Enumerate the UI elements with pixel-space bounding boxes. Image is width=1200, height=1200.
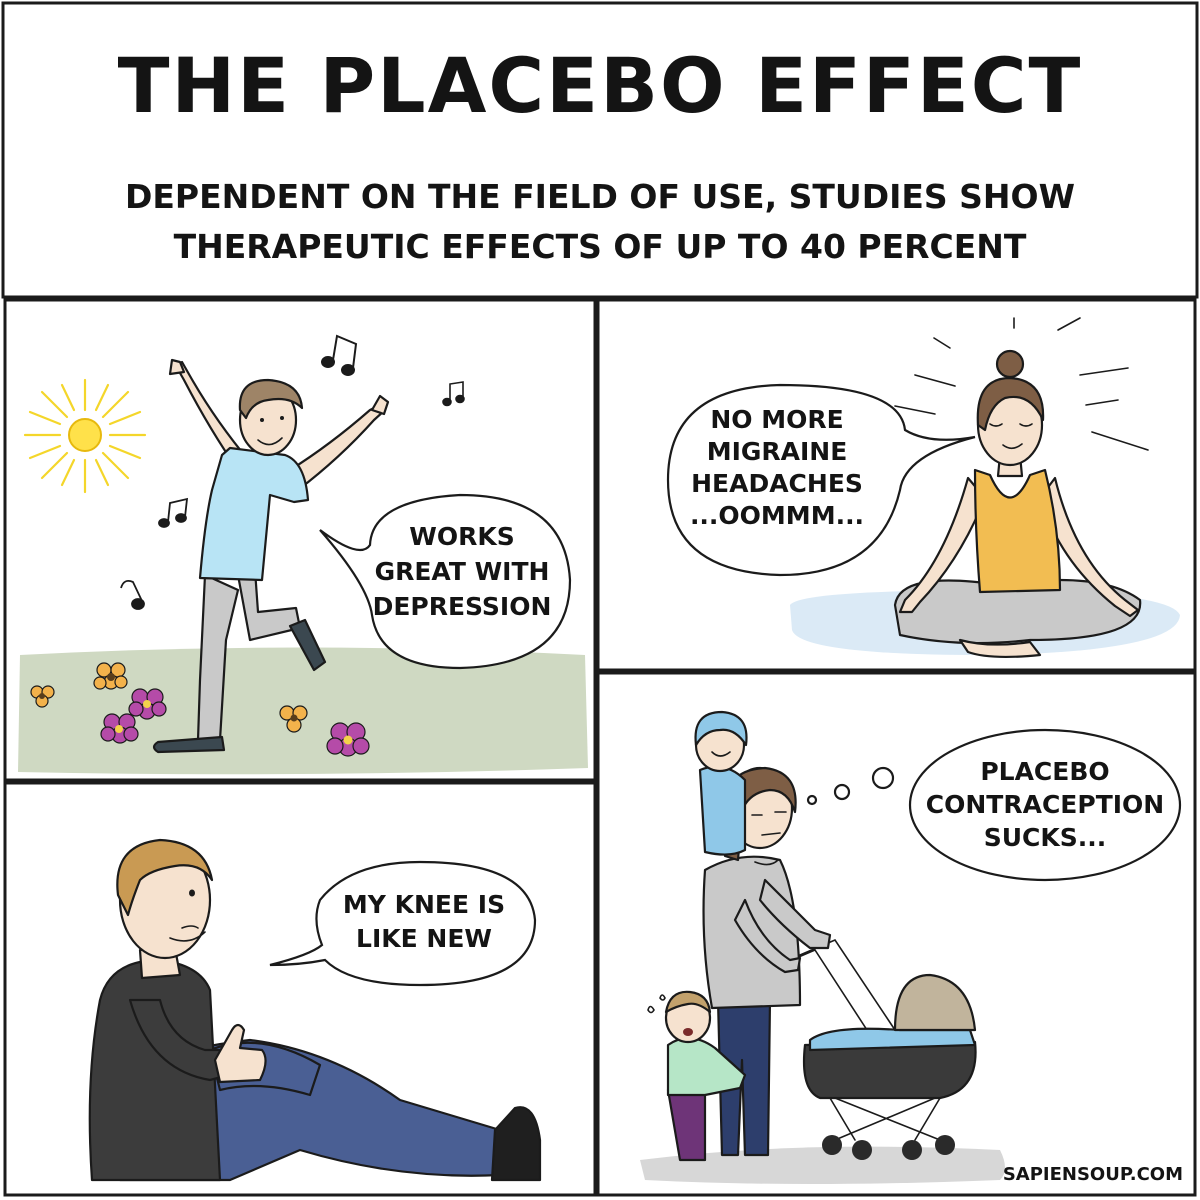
panel-sitter: MY KNEE IS LIKE NEW [3, 781, 597, 1197]
panel-dancer: WORKS GREAT WITH DEPRESSION [3, 298, 597, 782]
panel-dancer-frame [3, 298, 597, 782]
subtitle-line-2: THERAPEUTIC EFFECTS OF UP TO 40 PERCENT [174, 227, 1027, 266]
meditating-woman-figure [893, 349, 1142, 658]
panel-sitter-frame [3, 781, 597, 1197]
flower-icon [326, 722, 370, 757]
sun-icon [23, 378, 147, 494]
flower-icon [93, 662, 128, 690]
music-note-icon [321, 334, 358, 376]
dancing-man-figure [152, 358, 390, 754]
speech-bubble-dancer: WORKS GREAT WITH DEPRESSION [319, 493, 572, 670]
thought-line-3: SUCKS... [984, 823, 1107, 852]
music-note-icon [158, 497, 189, 528]
flower-icon [279, 705, 308, 733]
flower-icon [100, 713, 139, 744]
flower-icon [30, 685, 55, 708]
baby-on-shoulders-figure [694, 710, 779, 866]
thought-bubble-mother: PLACEBO CONTRACEPTION SUCKS... [806, 728, 1182, 882]
subtitle-line-1: DEPENDENT ON THE FIELD OF USE, STUDIES S… [125, 177, 1075, 216]
panel-mother-frame [596, 671, 1197, 1197]
header-background [1, 1, 1199, 299]
speech-line-2: LIKE NEW [356, 924, 492, 953]
speech-bubble-sitter: MY KNEE IS LIKE NEW [269, 860, 537, 987]
panel-meditator-frame [596, 298, 1197, 672]
panel-mother: PLACEBO CONTRACEPTION SUCKS... SAPIENSOU… [596, 671, 1197, 1197]
speech-bubble-meditator: NO MORE MIGRAINE HEADACHES ...OOMMM... [666, 383, 976, 577]
speech-line-1: WORKS [409, 522, 514, 551]
flower-icon [128, 688, 167, 720]
glow-lines [894, 317, 1149, 451]
comic-title: THE PLACEBO EFFECT [118, 41, 1083, 130]
sitting-man-figure [88, 838, 542, 1182]
speech-line-2: MIGRAINE [707, 437, 848, 466]
speech-line-3: HEADACHES [691, 469, 863, 498]
site-credit: SAPIENSOUP.COM [1003, 1164, 1183, 1185]
thought-line-2: CONTRACEPTION [926, 790, 1164, 819]
crying-toddler-figure [647, 990, 747, 1162]
speech-line-2: GREAT WITH [375, 557, 550, 586]
thought-line-1: PLACEBO [980, 757, 1109, 786]
speech-line-1: NO MORE [710, 405, 843, 434]
panel-meditator: NO MORE MIGRAINE HEADACHES ...OOMMM... [596, 298, 1197, 672]
speech-line-1: MY KNEE IS [343, 890, 505, 919]
baby-stroller [779, 939, 977, 1160]
speech-line-4: ...OOMMM... [690, 501, 864, 530]
music-note-icon [442, 381, 465, 407]
header-banner: THE PLACEBO EFFECT DEPENDENT ON THE FIEL… [1, 1, 1199, 299]
speech-line-3: DEPRESSION [373, 592, 552, 621]
music-note-icon [120, 579, 145, 610]
